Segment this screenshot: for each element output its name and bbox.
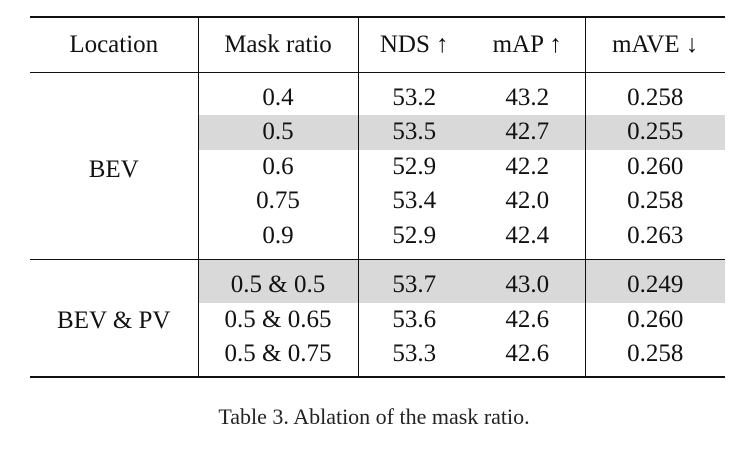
mave-cell-best: 0.255 (584, 115, 725, 150)
table-row: 0.9 52.9 42.4 0.263 (30, 218, 725, 260)
nds-cell: 52.9 (357, 149, 470, 185)
header-map: mAP ↑ (492, 30, 562, 58)
mask-ratio-cell: 0.5 & 0.65 (197, 302, 358, 338)
group-bev-pv: BEV & PV 0.5 & 0.5 53.7 43.0 0.249 0.5 &… (30, 259, 725, 378)
header-mave: mAVE ↓ (584, 17, 725, 72)
map-cell: 42.4 (505, 222, 550, 250)
mask-ratio-cell: 0.5 & 0.5 (197, 259, 358, 303)
table-row: BEV 0.4 53.2 43.2 0.258 (30, 72, 725, 183)
mask-ratio-cell: 0.5 (197, 115, 358, 150)
ablation-table: Location Mask ratio NDS ↑ mAP ↑ mAVE ↓ B… (30, 16, 725, 378)
table-row: 0.75 53.4 42.0 0.258 (30, 184, 725, 219)
map-cell: 43.2 (505, 83, 550, 111)
group-bev: BEV 0.4 53.2 43.2 0.258 0.5 53.5 42.7 0.… (30, 72, 725, 260)
header-nds: NDS ↑ (357, 17, 470, 72)
table-header: Location Mask ratio NDS ↑ mAP ↑ mAVE ↓ (30, 17, 725, 72)
mask-ratio-cell: 0.75 (197, 184, 358, 219)
table-caption: Table 3. Ablation of the mask ratio. (218, 404, 530, 429)
mave-cell: 0.260 (584, 302, 725, 338)
nds-cell: 53.2 (357, 72, 470, 115)
mask-ratio-cell: 0.5 & 0.75 (197, 337, 358, 378)
header-mask-ratio: Mask ratio (197, 17, 358, 72)
mask-ratio-cell: 0.6 (197, 149, 358, 185)
table-row: 0.5 & 0.75 53.3 42.6 0.258 (30, 337, 725, 378)
nds-cell-best: 53.5 (357, 115, 470, 150)
location-cell: BEV & PV (57, 307, 171, 335)
table-row-highlighted: BEV & PV 0.5 & 0.5 53.7 43.0 0.249 (30, 259, 725, 334)
nds-cell: 52.9 (357, 218, 470, 260)
map-cell: 42.2 (505, 152, 550, 180)
mave-cell: 0.260 (584, 149, 725, 185)
mave-cell: 0.258 (584, 184, 725, 219)
map-cell: 42.6 (505, 339, 550, 367)
mave-cell: 0.258 (584, 72, 725, 115)
mask-ratio-cell: 0.4 (197, 72, 358, 115)
nds-cell: 53.4 (357, 184, 470, 219)
mave-cell-best: 0.249 (584, 259, 725, 303)
table-row: 0.6 52.9 42.2 0.260 (30, 149, 725, 185)
mave-cell: 0.263 (584, 218, 725, 260)
nds-cell: 53.6 (357, 302, 470, 338)
nds-cell: 53.3 (357, 337, 470, 378)
table-row-highlighted: 0.5 53.5 42.7 0.255 (30, 115, 725, 150)
map-cell-best: 43.0 (470, 259, 585, 303)
header-location: Location (69, 30, 159, 58)
mave-cell: 0.258 (584, 337, 725, 378)
map-cell: 42.6 (505, 306, 550, 334)
nds-cell-best: 53.7 (357, 259, 470, 303)
table-row: 0.5 & 0.65 53.6 42.6 0.260 (30, 302, 725, 338)
map-cell-best: 42.7 (470, 115, 585, 150)
mask-ratio-cell: 0.9 (197, 218, 358, 260)
location-cell: BEV (88, 155, 139, 183)
map-cell: 42.0 (505, 187, 550, 215)
